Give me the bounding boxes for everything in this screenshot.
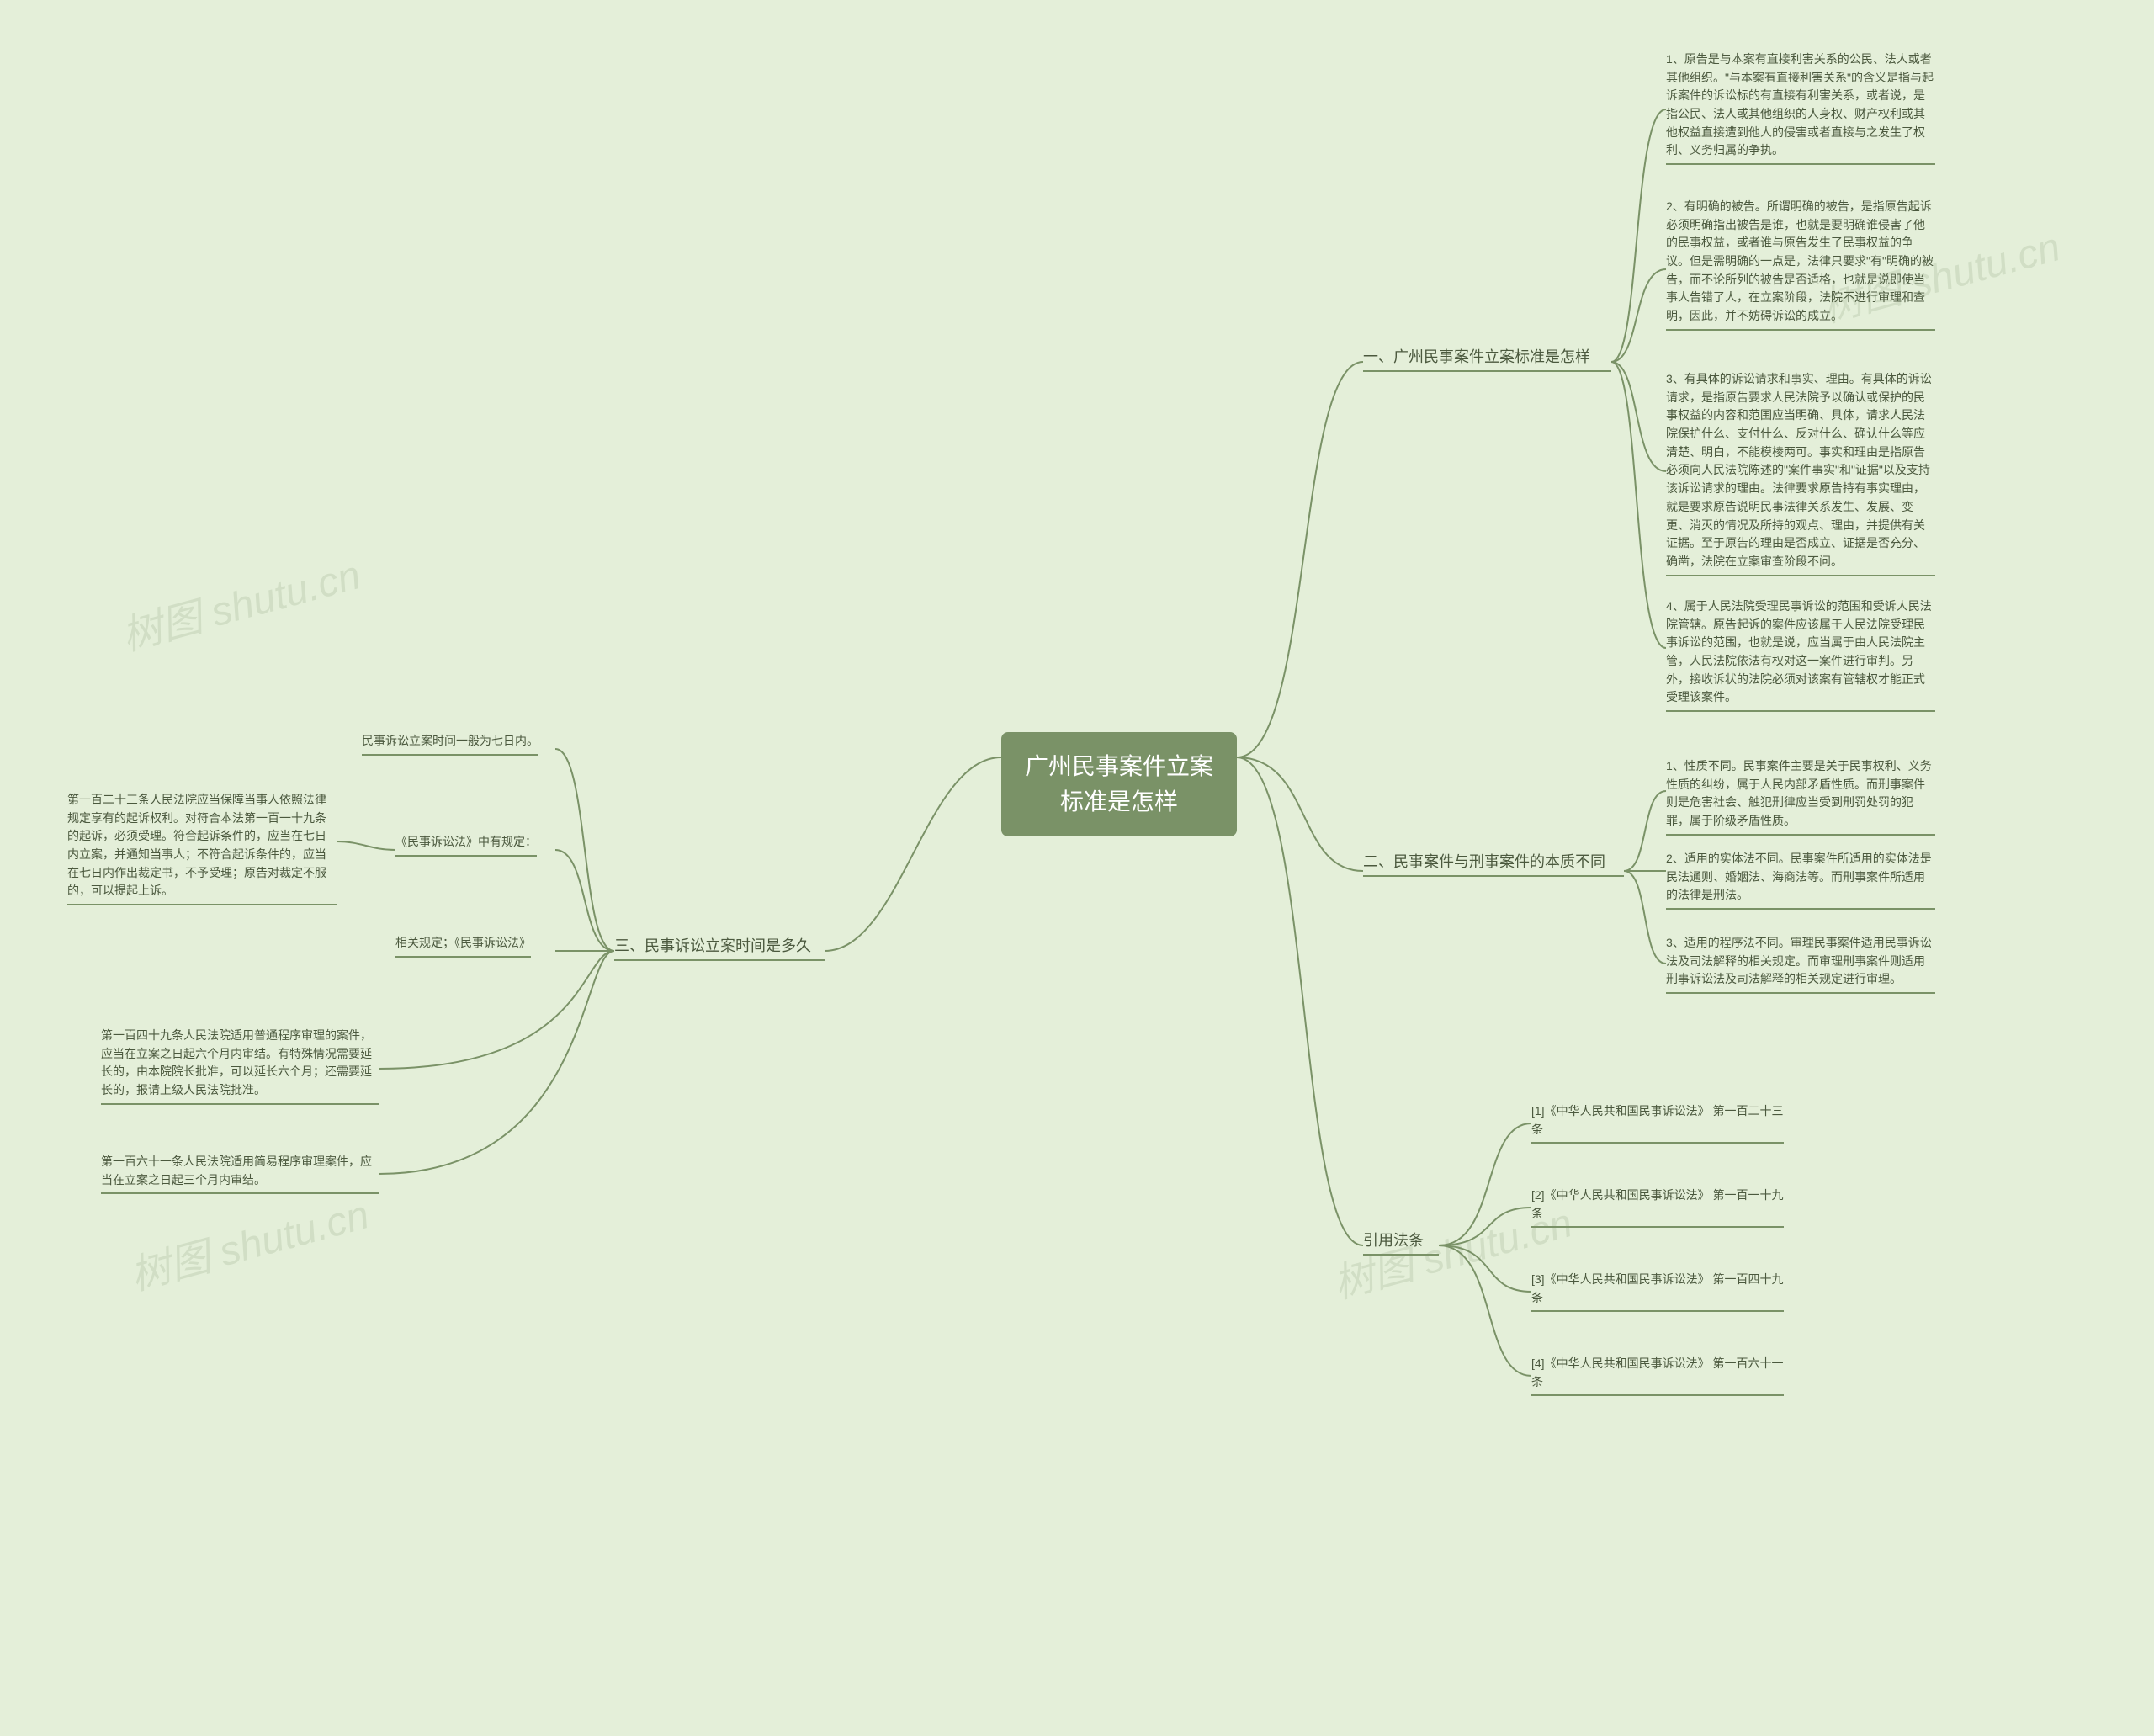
leaf-r2-3: 3、适用的程序法不同。审理民事案件适用民事诉讼法及司法解释的相关规定。而审理刑事… — [1666, 934, 1935, 994]
leaf-l1-1: 民事诉讼立案时间一般为七日内。 — [362, 732, 538, 756]
leaf-l1-2-1: 第一百二十三条人民法院应当保障当事人依照法律规定享有的起诉权利。对符合本法第一百… — [67, 791, 337, 905]
center-node: 广州民事案件立案标准是怎样 — [1001, 732, 1237, 836]
branch-right-1: 一、广州民事案件立案标准是怎样 — [1363, 345, 1611, 372]
leaf-text: [2]《中华人民共和国民事诉讼法》 第一百一十九条 — [1531, 1188, 1783, 1220]
leaf-text: 1、性质不同。民事案件主要是关于民事权利、义务性质的纠纷，属于人民内部矛盾性质。… — [1666, 759, 1932, 827]
leaf-text: 2、有明确的被告。所谓明确的被告，是指原告起诉必须明确指出被告是谁，也就是要明确… — [1666, 199, 1934, 322]
leaf-r3-3: [3]《中华人民共和国民事诉讼法》 第一百四十九条 — [1531, 1271, 1784, 1312]
leaf-text: 相关规定；《民事诉讼法》 — [395, 936, 531, 949]
branch-label: 三、民事诉讼立案时间是多久 — [614, 937, 811, 954]
leaf-text: [1]《中华人民共和国民事诉讼法》 第一百二十三条 — [1531, 1104, 1783, 1136]
leaf-l1-5: 第一百六十一条人民法院适用简易程序审理案件，应当在立案之日起三个月内审结。 — [101, 1153, 379, 1194]
leaf-text: 4、属于人民法院受理民事诉讼的范围和受诉人民法院管辖。原告起诉的案件应该属于人民… — [1666, 599, 1932, 703]
center-node-text: 广州民事案件立案标准是怎样 — [1025, 753, 1213, 815]
leaf-text: 《民事诉讼法》中有规定： — [395, 835, 537, 848]
branch-label: 二、民事案件与刑事案件的本质不同 — [1363, 853, 1605, 870]
leaf-text: 3、有具体的诉讼请求和事实、理由。有具体的诉讼请求，是指原告要求人民法院予以确认… — [1666, 372, 1932, 568]
leaf-text: 第一百四十九条人民法院适用普通程序审理的案件，应当在立案之日起六个月内审结。有特… — [101, 1028, 372, 1096]
leaf-r1-4: 4、属于人民法院受理民事诉讼的范围和受诉人民法院管辖。原告起诉的案件应该属于人民… — [1666, 597, 1935, 712]
branch-right-3: 引用法条 — [1363, 1229, 1439, 1256]
leaf-r2-1: 1、性质不同。民事案件主要是关于民事权利、义务性质的纠纷，属于人民内部矛盾性质。… — [1666, 757, 1935, 836]
leaf-r3-2: [2]《中华人民共和国民事诉讼法》 第一百一十九条 — [1531, 1187, 1784, 1228]
leaf-text: 2、适用的实体法不同。民事案件所适用的实体法是民法通则、婚姻法、海商法等。而刑事… — [1666, 852, 1932, 901]
leaf-r2-2: 2、适用的实体法不同。民事案件所适用的实体法是民法通则、婚姻法、海商法等。而刑事… — [1666, 850, 1935, 910]
leaf-l1-2: 《民事诉讼法》中有规定： — [395, 833, 537, 857]
leaf-l1-4: 第一百四十九条人民法院适用普通程序审理的案件，应当在立案之日起六个月内审结。有特… — [101, 1027, 379, 1105]
leaf-r1-2: 2、有明确的被告。所谓明确的被告，是指原告起诉必须明确指出被告是谁，也就是要明确… — [1666, 198, 1935, 331]
leaf-text: 1、原告是与本案有直接利害关系的公民、法人或者其他组织。"与本案有直接利害关系"… — [1666, 52, 1934, 157]
branch-right-2: 二、民事案件与刑事案件的本质不同 — [1363, 850, 1624, 877]
leaf-text: 民事诉讼立案时间一般为七日内。 — [362, 734, 538, 747]
leaf-r1-1: 1、原告是与本案有直接利害关系的公民、法人或者其他组织。"与本案有直接利害关系"… — [1666, 50, 1935, 165]
branch-left-1: 三、民事诉讼立案时间是多久 — [614, 934, 825, 961]
watermark: 树图 shutu.cn — [114, 542, 366, 662]
leaf-text: [4]《中华人民共和国民事诉讼法》 第一百六十一条 — [1531, 1356, 1783, 1388]
leaf-l1-3: 相关规定；《民事诉讼法》 — [395, 934, 531, 958]
branch-label: 一、广州民事案件立案标准是怎样 — [1363, 348, 1590, 365]
branch-label: 引用法条 — [1363, 1232, 1424, 1249]
leaf-text: 第一百二十三条人民法院应当保障当事人依照法律规定享有的起诉权利。对符合本法第一百… — [67, 793, 326, 897]
leaf-r3-4: [4]《中华人民共和国民事诉讼法》 第一百六十一条 — [1531, 1355, 1784, 1396]
watermark: 树图 shutu.cn — [123, 1181, 374, 1302]
leaf-text: [3]《中华人民共和国民事诉讼法》 第一百四十九条 — [1531, 1272, 1783, 1304]
leaf-text: 第一百六十一条人民法院适用简易程序审理案件，应当在立案之日起三个月内审结。 — [101, 1155, 372, 1187]
leaf-r3-1: [1]《中华人民共和国民事诉讼法》 第一百二十三条 — [1531, 1102, 1784, 1144]
leaf-text: 3、适用的程序法不同。审理民事案件适用民事诉讼法及司法解释的相关规定。而审理刑事… — [1666, 936, 1932, 985]
leaf-r1-3: 3、有具体的诉讼请求和事实、理由。有具体的诉讼请求，是指原告要求人民法院予以确认… — [1666, 370, 1935, 576]
